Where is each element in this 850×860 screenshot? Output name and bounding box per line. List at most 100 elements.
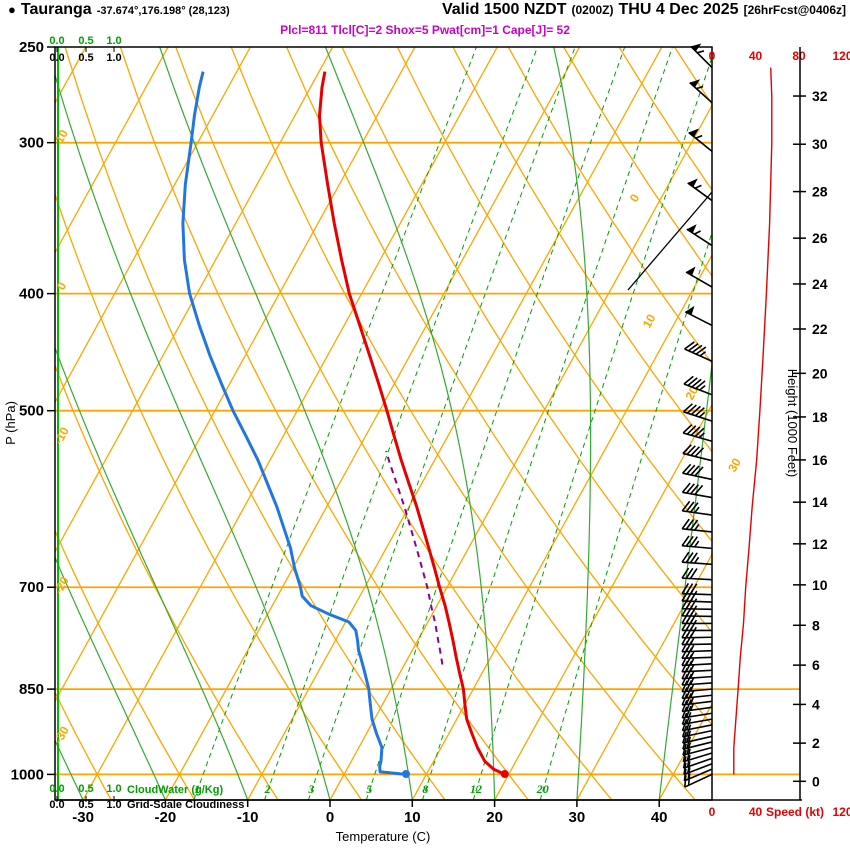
svg-text:120: 120 (832, 49, 850, 63)
svg-text:10: 10 (52, 127, 71, 146)
svg-text:-10: -10 (237, 809, 259, 826)
svg-text:12: 12 (470, 782, 482, 796)
svg-text:850: 850 (19, 681, 44, 698)
svg-text:20: 20 (536, 782, 549, 796)
station-name: Tauranga (20, 1, 92, 18)
svg-text:12: 12 (812, 536, 828, 552)
wind-barb (681, 705, 713, 719)
svg-text:22: 22 (812, 321, 828, 337)
wind-barb (684, 305, 713, 327)
svg-text:2: 2 (812, 735, 820, 751)
sounding-profiles (181, 71, 506, 776)
diagonal-reference-line (627, 191, 713, 291)
svg-text:10: 10 (404, 809, 421, 826)
surface-markers (402, 770, 509, 778)
svg-text:0.0: 0.0 (49, 799, 64, 811)
wind-barb (681, 583, 713, 596)
svg-text:0: 0 (54, 279, 70, 292)
svg-text:0.5: 0.5 (78, 799, 93, 811)
svg-text:0.5: 0.5 (78, 783, 93, 795)
svg-text:2: 2 (264, 782, 271, 796)
wind-barb (681, 500, 713, 516)
station-bullet-icon: ● (8, 2, 16, 17)
wind-barb (681, 482, 713, 499)
svg-text:10: 10 (640, 312, 659, 331)
svg-text:0.5: 0.5 (78, 35, 93, 47)
svg-text:28: 28 (812, 184, 828, 200)
svg-text:32: 32 (812, 88, 828, 104)
svg-text:1.0: 1.0 (106, 35, 121, 47)
temperature-curve (318, 71, 506, 776)
speed-curve (733, 67, 773, 775)
svg-text:3: 3 (307, 782, 314, 796)
wind-barb (685, 266, 713, 288)
svg-text:0: 0 (709, 49, 716, 63)
svg-text:0: 0 (709, 805, 716, 819)
svg-text:20: 20 (812, 365, 828, 381)
cloudiness-label: Grid-Scale Cloudiness (127, 799, 244, 811)
wind-barb (681, 567, 713, 581)
svg-text:30: 30 (812, 136, 828, 152)
valid-time: Valid 1500 NZDT (441, 1, 567, 18)
svg-text:40: 40 (749, 805, 763, 819)
svg-text:-20: -20 (155, 809, 177, 826)
svg-text:0.0: 0.0 (49, 35, 64, 47)
svg-text:250: 250 (19, 39, 44, 56)
sounding-parameters: Plcl=811 Tlcl[C]=2 Shox=5 Pwat[cm]=1 Cap… (280, 23, 570, 37)
forecast-info: [26hrFcst@0406z] (743, 3, 846, 17)
wind-barb (690, 43, 713, 69)
wind-barb (682, 403, 713, 422)
svg-text:16: 16 (812, 452, 828, 468)
station-coords: -37.674°,176.198° (28,123) (96, 5, 230, 17)
wind-barb (689, 79, 713, 104)
wind-barb-column (681, 43, 713, 788)
svg-text:30: 30 (725, 456, 744, 475)
svg-text:0: 0 (812, 773, 820, 789)
svg-text:500: 500 (19, 403, 44, 420)
svg-text:1.0: 1.0 (106, 799, 121, 811)
svg-text:1: 1 (194, 782, 200, 796)
svg-text:18: 18 (812, 409, 828, 425)
svg-text:8: 8 (812, 617, 820, 633)
parcel-curve (385, 450, 444, 665)
wind-barb (682, 463, 713, 481)
wind-barb (681, 718, 713, 732)
wind-barb (681, 647, 713, 660)
moisture-grid (55, 47, 712, 800)
svg-text:300: 300 (19, 135, 44, 152)
wind-barb (681, 724, 713, 738)
svg-text:1.0: 1.0 (106, 783, 121, 795)
wind-barb (681, 686, 713, 700)
wind-barb (681, 693, 713, 706)
wind-barb (681, 660, 713, 673)
svg-text:700: 700 (19, 579, 44, 596)
svg-text:40: 40 (651, 809, 668, 826)
svg-text:5: 5 (366, 782, 372, 796)
wind-barb (683, 375, 713, 396)
svg-text:30: 30 (569, 809, 586, 826)
dewpoint-curve (181, 71, 406, 776)
pressure-axis-title: P (hPa) (3, 401, 18, 445)
temperature-axis-title: Temperature (C) (336, 829, 431, 844)
wind-barb (688, 128, 713, 152)
wind-barb (682, 444, 713, 462)
wind-barb (681, 654, 713, 667)
svg-text:24: 24 (812, 276, 828, 292)
wind-barb (681, 712, 713, 726)
svg-text:80: 80 (792, 49, 806, 63)
valid-zulu: (0200Z) (571, 3, 614, 17)
wind-barb (681, 535, 713, 550)
wind-barb (682, 754, 713, 769)
surface-dewpoint-dot (402, 770, 411, 778)
wind-barb (686, 224, 713, 247)
surface-temperature-dot (500, 770, 509, 778)
svg-text:4: 4 (812, 696, 820, 712)
svg-text:0.5: 0.5 (78, 52, 93, 64)
svg-text:0.0: 0.0 (49, 52, 64, 64)
wind-barb (681, 673, 713, 686)
